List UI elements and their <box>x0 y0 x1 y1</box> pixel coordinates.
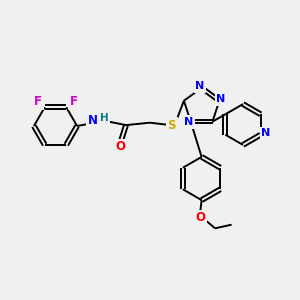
Text: N: N <box>184 117 193 127</box>
Text: N: N <box>196 81 205 91</box>
Text: H: H <box>100 112 109 123</box>
Text: O: O <box>116 140 126 153</box>
Text: N: N <box>88 114 98 127</box>
Text: O: O <box>195 211 205 224</box>
Text: N: N <box>217 94 226 104</box>
Text: F: F <box>34 95 42 108</box>
Text: S: S <box>167 118 176 132</box>
Text: N: N <box>261 128 271 138</box>
Text: F: F <box>70 95 78 108</box>
